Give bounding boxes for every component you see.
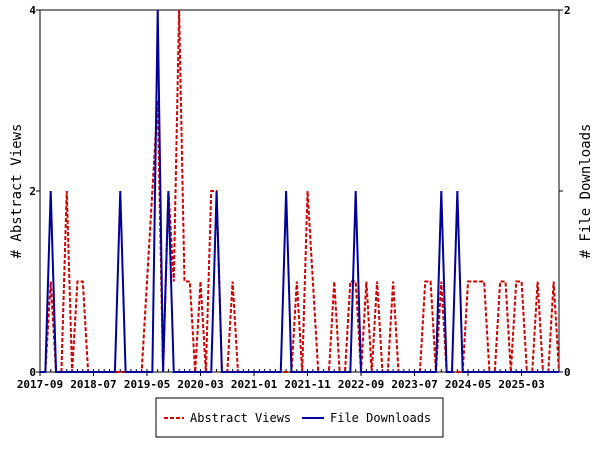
x-tick-label: 2025-03	[498, 378, 544, 391]
x-tick-label: 2021-01	[231, 378, 278, 391]
legend-label-abstract-views: Abstract Views	[190, 411, 291, 425]
legend-label-file-downloads: File Downloads	[330, 411, 431, 425]
x-tick-label: 2017-09	[17, 378, 63, 391]
legend: Abstract Views File Downloads	[155, 397, 444, 438]
x-tick-label: 2024-05	[445, 378, 491, 391]
x-tick-label: 2019-05	[124, 378, 170, 391]
x-tick-label: 2021-11	[284, 378, 331, 391]
legend-box	[155, 397, 444, 438]
y-right-tick-label: 2	[564, 4, 571, 17]
y-left-tick-label: 2	[29, 185, 36, 198]
y-axis-left-title: # Abstract Views	[9, 124, 25, 259]
y-left-tick-label: 4	[29, 4, 36, 17]
x-tick-label: 2023-07	[391, 378, 437, 391]
series-layer	[40, 9, 560, 373]
x-tick-label: 2022-09	[338, 378, 384, 391]
tick-labels: 2017-09 2018-07 2019-05 2020-03 2021-01 2021-…	[17, 4, 571, 391]
x-tick-label: 2018-07	[70, 378, 116, 391]
y-right-tick-label: 0	[564, 366, 571, 379]
x-tick-label: 2020-03	[177, 378, 223, 391]
series-line-file-downloads	[40, 9, 559, 373]
y-left-tick-label: 0	[29, 366, 36, 379]
y-axis-right-title: # File Downloads	[578, 124, 594, 259]
